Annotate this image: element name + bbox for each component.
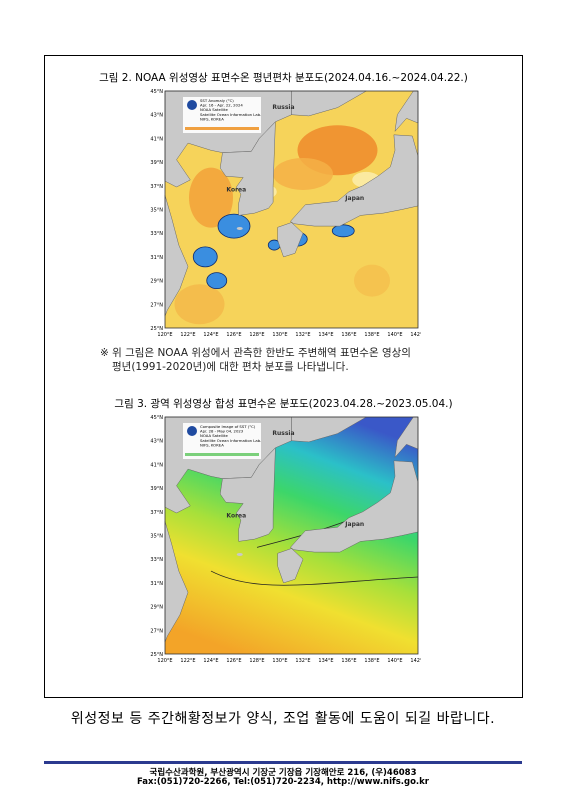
- lat-label: 29°N: [150, 605, 163, 611]
- lon-label: 122°E: [180, 332, 195, 338]
- anomaly-patch: [354, 264, 390, 297]
- lon-label: 130°E: [272, 332, 287, 338]
- land: [236, 552, 243, 556]
- rule: [44, 761, 522, 764]
- legend-text: Apr. 16 - Apr. 22, 2024: [200, 103, 243, 108]
- lat-label: 43°N: [150, 113, 163, 119]
- lon-label: 136°E: [341, 658, 356, 664]
- legend-text: NOAA Satellite: [200, 433, 228, 438]
- lat-label: 35°N: [150, 208, 163, 214]
- place-label: Russia: [272, 430, 294, 437]
- plot-frame: [164, 416, 419, 655]
- place-label: Korea: [226, 513, 246, 520]
- lat-label: 37°N: [150, 510, 163, 516]
- lon-label: 136°E: [341, 332, 356, 338]
- lat-label: 31°N: [150, 255, 163, 261]
- lon-label: 120°E: [157, 332, 172, 338]
- land: [277, 548, 304, 584]
- lat-label: 43°N: [150, 439, 163, 445]
- lon-label: 134°E: [318, 658, 333, 664]
- closing: 위성정보 등 주간해황정보가 양식, 조업 활동에 도움이 되길 바랍니다.: [70, 711, 496, 727]
- cold-patch: [206, 272, 228, 290]
- lon-label: 142°E: [410, 332, 421, 338]
- lat-label: 25°N: [150, 326, 163, 332]
- lat-label: 39°N: [150, 160, 163, 166]
- lat-label: 27°N: [150, 628, 163, 634]
- land: [291, 90, 368, 117]
- anomaly-patch: [174, 284, 225, 325]
- caption: 그림 2. NOAA 위성영상 표면수온 평년편차 분포도(2024.04.16…: [99, 72, 468, 84]
- legend-text: SST Anomaly (°C): [200, 98, 234, 103]
- legend-text: Satellite Ocean Information Lab.: [200, 438, 261, 443]
- place-label: Japan: [344, 195, 364, 202]
- land: [277, 222, 304, 258]
- frame: [44, 55, 523, 698]
- lat-label: 45°N: [150, 415, 163, 421]
- lat-label: 41°N: [150, 462, 163, 468]
- anomaly-patch: [189, 167, 233, 228]
- lon-label: 132°E: [295, 332, 310, 338]
- lat-label: 39°N: [150, 486, 163, 492]
- lon-label: 122°E: [180, 658, 195, 664]
- lat-label: 45°N: [150, 89, 163, 95]
- land: [291, 416, 368, 443]
- place-label: Japan: [344, 521, 364, 528]
- lon-label: 126°E: [226, 332, 241, 338]
- cold-patch: [192, 246, 218, 268]
- lon-label: 130°E: [272, 658, 287, 664]
- lon-label: 124°E: [203, 658, 218, 664]
- lon-label: 120°E: [157, 658, 172, 664]
- land: [219, 447, 276, 542]
- logo: [187, 100, 197, 110]
- lat-label: 33°N: [150, 557, 163, 563]
- footer: 국립수산과학원, 부산광역시 기장군 기장읍 기장해안로 216, (우)460…: [149, 768, 417, 778]
- lat-label: 31°N: [150, 581, 163, 587]
- legend-text: NIFS, KOREA: [200, 116, 224, 121]
- lon-label: 124°E: [203, 332, 218, 338]
- lat-label: 27°N: [150, 302, 163, 308]
- lon-label: 128°E: [249, 332, 264, 338]
- land: [290, 134, 419, 227]
- lon-label: 142°E: [410, 658, 421, 664]
- note: ※ 위 그림은 NOAA 위성에서 관측한 한반도 주변해역 표면수온 영상의: [100, 347, 411, 359]
- note: 평년(1991-2020년)에 대한 편차 분포를 나타냅니다.: [112, 361, 349, 373]
- sst-anomaly-map: SST Anomaly (°C)Apr. 16 - Apr. 22, 2024N…: [150, 89, 421, 338]
- legend-text: NOAA Satellite: [200, 107, 228, 112]
- lon-label: 126°E: [226, 658, 241, 664]
- lat-label: 35°N: [150, 534, 163, 540]
- land: [290, 460, 419, 553]
- lat-label: 29°N: [150, 279, 163, 285]
- land: [236, 226, 243, 230]
- color-bar: [185, 127, 259, 130]
- lon-label: 128°E: [249, 658, 264, 664]
- place-label: Korea: [226, 187, 246, 194]
- color-bar: [185, 453, 259, 456]
- legend-text: Apr. 28 - May 04, 2023: [200, 429, 244, 434]
- sst-composite-map: Composite Image of SST (°C)Apr. 28 - May…: [150, 415, 421, 664]
- lon-label: 134°E: [318, 332, 333, 338]
- land: [219, 121, 276, 216]
- lon-label: 138°E: [364, 332, 379, 338]
- lon-label: 138°E: [364, 658, 379, 664]
- cold-patch: [331, 224, 355, 238]
- place-label: Russia: [272, 104, 294, 111]
- legend-text: Satellite Ocean Information Lab.: [200, 112, 261, 117]
- caption: 그림 3. 광역 위성영상 합성 표면수온 분포도(2023.04.28.~20…: [114, 398, 453, 410]
- lat-label: 37°N: [150, 184, 163, 190]
- plot-frame: [164, 90, 419, 329]
- anomaly-patch: [273, 157, 333, 190]
- lon-label: 132°E: [295, 658, 310, 664]
- lat-label: 33°N: [150, 231, 163, 237]
- contour: [210, 570, 419, 586]
- legend-text: Composite Image of SST (°C): [200, 424, 256, 429]
- footer: Fax:(051)720-2266, Tel:(051)720-2234, ht…: [137, 777, 429, 787]
- lon-label: 140°E: [387, 658, 402, 664]
- legend-text: NIFS, KOREA: [200, 442, 224, 447]
- cold-patch: [217, 213, 251, 239]
- lat-label: 25°N: [150, 652, 163, 658]
- logo: [187, 426, 197, 436]
- lat-label: 41°N: [150, 136, 163, 142]
- lon-label: 140°E: [387, 332, 402, 338]
